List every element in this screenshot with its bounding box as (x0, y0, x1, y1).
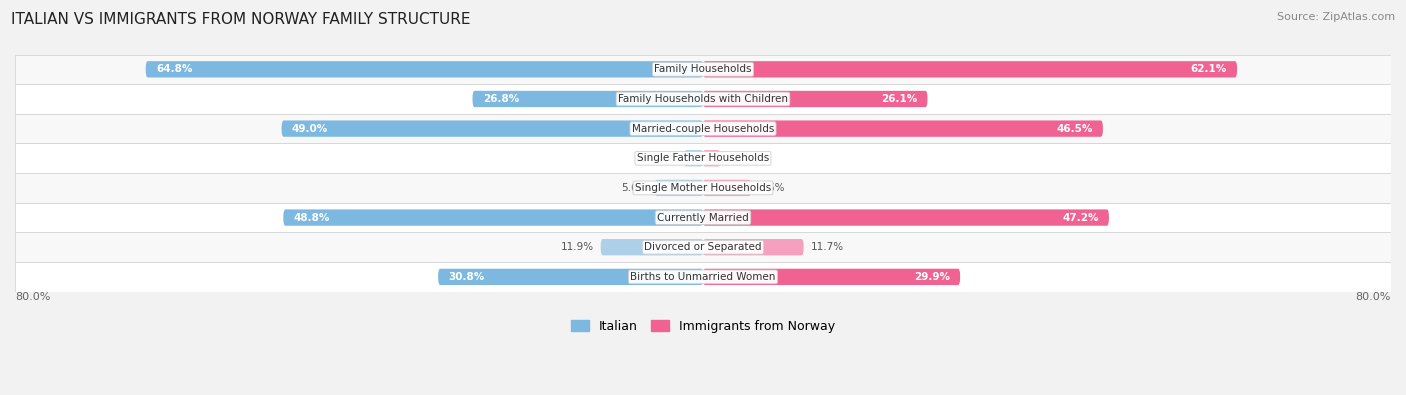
FancyBboxPatch shape (15, 232, 1391, 262)
FancyBboxPatch shape (703, 120, 1102, 137)
Text: 11.7%: 11.7% (810, 242, 844, 252)
FancyBboxPatch shape (439, 269, 703, 285)
Text: 26.1%: 26.1% (882, 94, 917, 104)
FancyBboxPatch shape (15, 143, 1391, 173)
Text: 2.2%: 2.2% (651, 153, 678, 163)
FancyBboxPatch shape (284, 209, 703, 226)
FancyBboxPatch shape (655, 180, 703, 196)
Text: 26.8%: 26.8% (482, 94, 519, 104)
Text: Single Father Households: Single Father Households (637, 153, 769, 163)
Text: 47.2%: 47.2% (1062, 213, 1098, 222)
Text: 11.9%: 11.9% (561, 242, 593, 252)
Text: 5.6%: 5.6% (758, 183, 785, 193)
FancyBboxPatch shape (15, 262, 1391, 292)
FancyBboxPatch shape (600, 239, 703, 256)
Text: 5.6%: 5.6% (621, 183, 648, 193)
Text: Family Households with Children: Family Households with Children (619, 94, 787, 104)
Text: Family Households: Family Households (654, 64, 752, 74)
Text: 2.0%: 2.0% (727, 153, 754, 163)
FancyBboxPatch shape (703, 269, 960, 285)
FancyBboxPatch shape (703, 150, 720, 166)
Text: Divorced or Separated: Divorced or Separated (644, 242, 762, 252)
FancyBboxPatch shape (703, 239, 804, 256)
FancyBboxPatch shape (703, 61, 1237, 77)
Text: 80.0%: 80.0% (15, 292, 51, 302)
Text: Married-couple Households: Married-couple Households (631, 124, 775, 134)
FancyBboxPatch shape (703, 180, 751, 196)
Text: 30.8%: 30.8% (449, 272, 485, 282)
Text: 80.0%: 80.0% (1355, 292, 1391, 302)
FancyBboxPatch shape (472, 91, 703, 107)
FancyBboxPatch shape (15, 203, 1391, 232)
Text: 49.0%: 49.0% (292, 124, 328, 134)
Legend: Italian, Immigrants from Norway: Italian, Immigrants from Norway (565, 315, 841, 338)
Text: 46.5%: 46.5% (1056, 124, 1092, 134)
FancyBboxPatch shape (15, 84, 1391, 114)
Text: 48.8%: 48.8% (294, 213, 330, 222)
Text: Source: ZipAtlas.com: Source: ZipAtlas.com (1277, 12, 1395, 22)
FancyBboxPatch shape (281, 120, 703, 137)
Text: 62.1%: 62.1% (1191, 64, 1227, 74)
FancyBboxPatch shape (15, 173, 1391, 203)
FancyBboxPatch shape (703, 91, 928, 107)
FancyBboxPatch shape (15, 55, 1391, 84)
FancyBboxPatch shape (146, 61, 703, 77)
Text: Births to Unmarried Women: Births to Unmarried Women (630, 272, 776, 282)
Text: ITALIAN VS IMMIGRANTS FROM NORWAY FAMILY STRUCTURE: ITALIAN VS IMMIGRANTS FROM NORWAY FAMILY… (11, 12, 471, 27)
Text: 29.9%: 29.9% (914, 272, 950, 282)
FancyBboxPatch shape (703, 209, 1109, 226)
FancyBboxPatch shape (685, 150, 703, 166)
Text: Currently Married: Currently Married (657, 213, 749, 222)
Text: 64.8%: 64.8% (156, 64, 193, 74)
Text: Single Mother Households: Single Mother Households (636, 183, 770, 193)
FancyBboxPatch shape (15, 114, 1391, 143)
